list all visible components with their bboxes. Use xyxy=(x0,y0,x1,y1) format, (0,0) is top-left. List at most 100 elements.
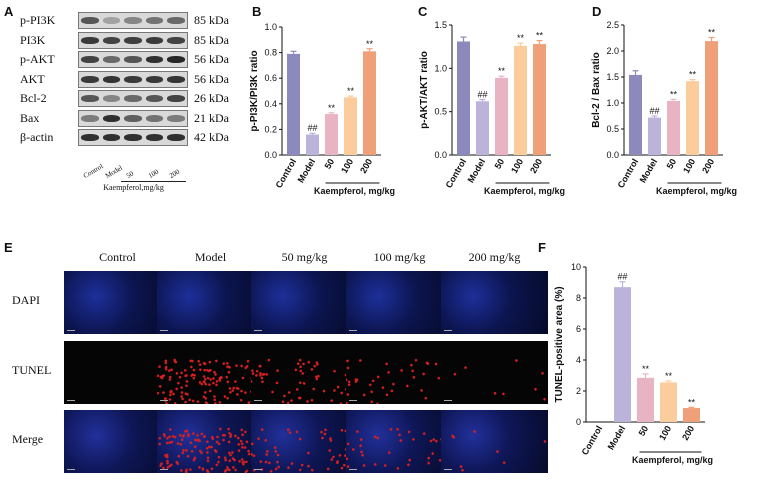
wb-kda-label: 42 kDa xyxy=(194,130,229,144)
category-label: 100 xyxy=(657,424,673,442)
wb-band xyxy=(81,17,99,24)
bar xyxy=(705,41,718,156)
wb-blot-strip xyxy=(78,31,188,49)
significance-label: ## xyxy=(477,90,487,100)
tunel-micrograph xyxy=(251,410,358,473)
wb-protein-label: Bax xyxy=(20,110,40,125)
x-axis-label: Kaempferol, mg/kg xyxy=(632,455,713,465)
wb-blot-strip xyxy=(78,129,188,146)
significance-label: ** xyxy=(665,371,673,381)
tunel-micrograph xyxy=(64,341,171,404)
wb-band xyxy=(145,134,164,141)
y-tick-label: 0.5 xyxy=(606,124,619,134)
tunel-micrograph xyxy=(346,271,453,334)
bar xyxy=(629,74,642,155)
y-tick-label: 0.0 xyxy=(264,150,277,160)
significance-label: ** xyxy=(347,86,355,96)
tunel-column-label: Model xyxy=(194,250,227,264)
significance-label: ## xyxy=(307,123,317,133)
significance-label: ** xyxy=(642,364,650,374)
y-axis-label: TUNEL-positive area (%) xyxy=(554,286,565,402)
significance-label: ** xyxy=(498,66,506,76)
wb-protein-label: Bcl-2 xyxy=(20,91,47,105)
wb-band xyxy=(167,56,185,63)
scale-bar xyxy=(444,469,452,470)
x-axis-label: Kaempferol, mg/kg xyxy=(314,186,395,196)
significance-label: ** xyxy=(328,103,336,113)
panel-letter-e: E xyxy=(4,240,13,255)
bar xyxy=(533,44,546,155)
y-tick-label: 1.0 xyxy=(606,98,619,108)
tunel-micrograph xyxy=(441,410,548,473)
bar xyxy=(457,41,470,155)
wb-blot-strip xyxy=(78,51,188,68)
tunel-column-label: 100 mg/kg xyxy=(373,250,426,264)
y-axis-label: Bcl-2 / Bax ratio xyxy=(591,52,602,128)
wb-band xyxy=(81,134,99,141)
wb-band xyxy=(102,56,121,63)
wb-protein-label: β-actin xyxy=(20,130,54,144)
wb-blot-strip xyxy=(78,70,188,88)
tunel-row-label: DAPI xyxy=(12,293,41,307)
y-tick-label: 1.5 xyxy=(606,72,619,82)
scale-bar xyxy=(444,400,452,401)
scale-bar xyxy=(160,400,168,401)
tunel-micrograph xyxy=(346,410,453,473)
panel-letter-f: F xyxy=(538,240,546,255)
x-axis-label: Kaempferol, mg/kg xyxy=(484,186,565,196)
significance-label: ** xyxy=(517,33,525,43)
wb-band xyxy=(102,75,121,83)
bar xyxy=(325,114,338,155)
tunel-micrograph xyxy=(157,271,264,334)
wb-band xyxy=(167,134,185,141)
category-label: 50 xyxy=(665,157,679,171)
wb-band xyxy=(124,95,142,102)
y-tick-label: 0.2 xyxy=(264,124,277,134)
wb-protein-label: AKT xyxy=(20,71,45,86)
wb-band xyxy=(81,114,99,122)
wb-band xyxy=(102,36,121,44)
wb-axis-label: Kaempferol,mg/kg xyxy=(103,182,164,192)
significance-label: ** xyxy=(689,70,697,80)
wb-band xyxy=(167,75,185,83)
bar xyxy=(287,53,300,155)
wb-band xyxy=(124,114,142,122)
panel-letter-a: A xyxy=(4,4,14,19)
wb-band xyxy=(124,75,142,83)
significance-label: ** xyxy=(670,89,678,99)
wb-band xyxy=(124,36,142,44)
wb-kda-label: 21 kDa xyxy=(194,110,229,125)
category-label: 100 xyxy=(681,157,697,175)
scale-bar xyxy=(349,330,357,331)
scale-bar xyxy=(254,400,262,401)
category-label: Control xyxy=(580,424,605,457)
category-label: Control xyxy=(274,157,299,190)
tunel-column-label: Control xyxy=(99,250,136,264)
wb-band xyxy=(167,95,185,102)
tunel-micrograph xyxy=(251,271,358,334)
category-label: Model xyxy=(296,157,318,185)
tunel-micrograph xyxy=(441,341,548,404)
tunel-micrograph xyxy=(64,271,171,334)
wb-band xyxy=(124,134,142,141)
bar xyxy=(667,100,680,155)
wb-band xyxy=(145,95,164,102)
wb-kda-label: 56 kDa xyxy=(194,71,229,86)
bar xyxy=(363,51,376,155)
tunel-column-label: 50 mg/kg xyxy=(281,250,328,264)
wb-blot-strip xyxy=(78,90,188,107)
wb-band xyxy=(145,36,164,44)
wb-axis-line xyxy=(121,180,186,182)
tunel-micrograph xyxy=(251,341,358,404)
scale-bar xyxy=(67,469,75,470)
tunel-row-label: Merge xyxy=(12,432,44,446)
wb-blot-strip xyxy=(78,109,188,127)
wb-band xyxy=(124,56,142,63)
scale-bar xyxy=(160,330,168,331)
wb-band xyxy=(81,95,99,102)
significance-label: ** xyxy=(688,397,696,407)
wb-band xyxy=(102,17,121,24)
wb-band xyxy=(102,95,121,102)
scale-bar xyxy=(254,469,262,470)
